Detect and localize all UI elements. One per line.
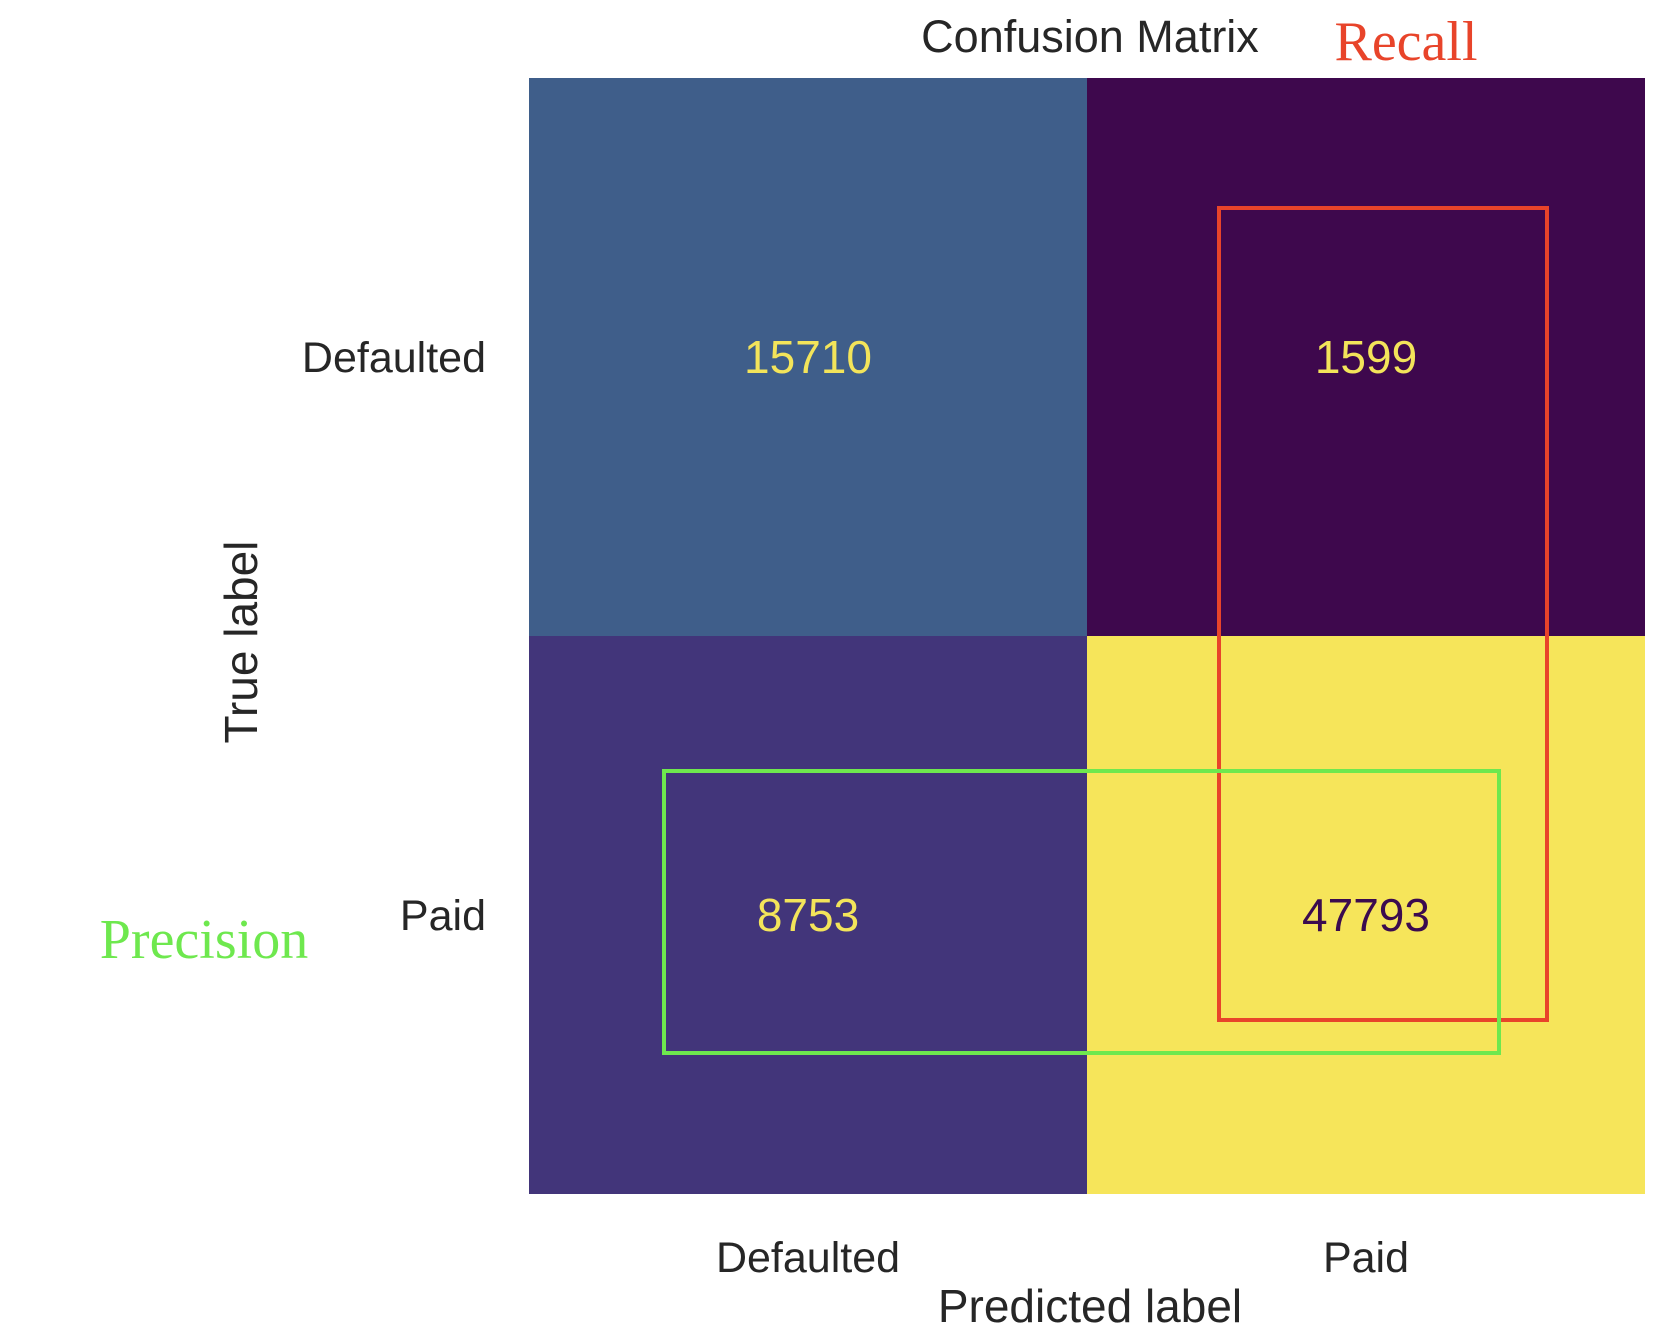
cell-value: 1599 (1315, 331, 1417, 383)
heatmap-cell (529, 636, 1087, 1194)
y-axis-label: True label (215, 541, 267, 744)
recall-annotation: Recall (1334, 11, 1477, 73)
x-axis-label: Predicted label (938, 1280, 1242, 1332)
cell-values: 15710 1599 8753 47793 (744, 331, 1430, 941)
heatmap-cell (529, 78, 1087, 636)
y-tick-label: Paid (400, 892, 486, 940)
cell-value: 47793 (1302, 889, 1430, 941)
x-tick-label: Paid (1323, 1234, 1409, 1282)
precision-annotation: Precision (100, 909, 308, 971)
heatmap-cell (1087, 78, 1645, 636)
x-tick-label: Defaulted (716, 1234, 900, 1282)
y-tick-label: Defaulted (302, 334, 486, 382)
x-tick-labels: Defaulted Paid (716, 1234, 1409, 1282)
heatmap-cells (529, 78, 1645, 1194)
cell-value: 8753 (757, 889, 859, 941)
heatmap-cell (1087, 636, 1645, 1194)
cell-value: 15710 (744, 331, 872, 383)
recall-highlight-box (1217, 206, 1549, 1022)
y-tick-labels: Defaulted Paid (302, 334, 486, 940)
chart-title: Confusion Matrix (921, 11, 1259, 62)
precision-highlight-box (662, 769, 1501, 1055)
